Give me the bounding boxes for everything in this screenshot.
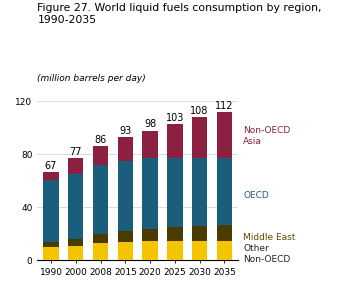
Text: 93: 93 [119,126,132,136]
Bar [192,241,207,260]
Bar [142,241,158,260]
Bar [167,241,183,260]
Bar [93,165,108,234]
Bar [167,227,183,241]
Text: OECD: OECD [243,191,269,200]
Bar [118,231,133,242]
Text: 77: 77 [70,147,82,157]
Bar [142,229,158,241]
Bar [192,117,207,158]
Text: 86: 86 [95,135,107,145]
Bar [192,226,207,241]
Bar [192,158,207,226]
Bar [93,243,108,260]
Bar [93,147,108,165]
Bar [217,158,232,225]
Bar [68,158,83,174]
Bar [43,242,59,247]
Text: Other
Non-OECD: Other Non-OECD [243,244,290,263]
Bar [217,112,232,158]
Text: 108: 108 [190,106,209,116]
Bar [68,246,83,260]
Text: 112: 112 [215,101,234,111]
Bar [142,131,158,158]
Text: 103: 103 [166,113,184,123]
Bar [167,124,183,158]
Text: Non-OECD
Asia: Non-OECD Asia [243,126,290,146]
Bar [118,242,133,260]
Bar [118,137,133,161]
Bar [43,247,59,260]
Bar [68,174,83,239]
Bar [142,158,158,229]
Text: (million barrels per day): (million barrels per day) [37,74,146,83]
Text: Middle East: Middle East [243,234,295,242]
Text: 98: 98 [144,120,156,129]
Bar [217,241,232,260]
Text: 67: 67 [45,160,57,170]
Bar [167,158,183,227]
Bar [68,239,83,246]
Bar [43,180,59,242]
Bar [93,234,108,243]
Bar [43,172,59,180]
Bar [118,161,133,231]
Bar [217,225,232,241]
Text: Figure 27. World liquid fuels consumption by region,
1990-2035: Figure 27. World liquid fuels consumptio… [37,3,322,25]
